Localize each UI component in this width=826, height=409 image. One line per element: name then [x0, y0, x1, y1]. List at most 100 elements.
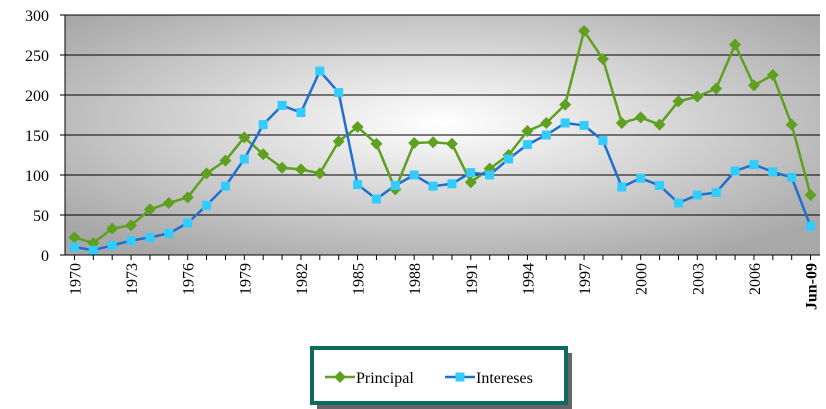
marker — [768, 167, 778, 177]
marker — [353, 180, 363, 190]
marker — [390, 180, 400, 190]
marker — [219, 154, 232, 167]
x-tick-label: 1985 — [351, 263, 368, 295]
x-tick-label: 1979 — [237, 263, 254, 295]
marker — [313, 167, 326, 180]
marker — [447, 179, 457, 189]
marker — [125, 219, 138, 232]
legend — [310, 346, 568, 405]
marker — [200, 167, 213, 180]
marker — [445, 137, 458, 150]
marker — [730, 166, 740, 176]
marker — [785, 118, 798, 131]
marker — [711, 188, 721, 198]
marker — [692, 190, 702, 200]
marker — [672, 95, 685, 108]
marker — [578, 25, 591, 37]
marker — [164, 228, 174, 238]
marker — [238, 131, 251, 144]
marker — [183, 218, 193, 228]
marker — [521, 125, 534, 137]
x-tick-label: 1982 — [294, 263, 311, 295]
marker — [239, 154, 249, 164]
marker — [636, 173, 646, 183]
marker — [409, 170, 419, 180]
marker — [220, 181, 230, 191]
marker — [351, 121, 364, 133]
y-tick-label: 100 — [25, 168, 49, 185]
marker — [466, 168, 476, 178]
x-tick-label: 1988 — [407, 263, 424, 295]
x-tick-label: 2003 — [690, 263, 707, 295]
marker — [806, 221, 816, 231]
marker — [455, 372, 465, 382]
x-tick-label: 2000 — [634, 263, 651, 295]
series-line — [74, 27, 812, 245]
marker — [540, 117, 553, 129]
marker — [428, 181, 438, 191]
marker — [560, 118, 570, 128]
marker — [729, 38, 742, 51]
x-tick-label: Jun-09 — [804, 263, 821, 310]
marker — [522, 140, 532, 150]
marker — [559, 98, 572, 111]
x-tick-label: 1973 — [124, 263, 141, 295]
y-tick-label: 50 — [33, 208, 49, 225]
y-tick-label: 250 — [25, 48, 49, 65]
marker — [485, 170, 495, 180]
marker — [504, 154, 514, 164]
marker — [655, 180, 665, 190]
marker — [162, 197, 175, 209]
x-tick-label: 2006 — [747, 263, 764, 295]
marker — [653, 118, 666, 131]
marker — [68, 231, 81, 244]
y-tick-label: 300 — [25, 8, 49, 25]
marker — [747, 79, 760, 92]
x-tick-label: 1976 — [181, 263, 198, 295]
series-line — [74, 68, 812, 252]
marker — [541, 130, 551, 140]
marker — [334, 88, 344, 98]
x-tick-label: 1991 — [464, 263, 481, 295]
y-tick-label: 0 — [41, 248, 49, 265]
marker — [691, 90, 704, 103]
legend-label: Intereses — [476, 370, 533, 387]
legend-label: Principal — [356, 370, 414, 387]
marker — [710, 82, 723, 95]
y-tick-label: 200 — [25, 88, 49, 105]
marker — [202, 200, 212, 210]
marker — [596, 53, 609, 65]
marker — [673, 198, 683, 208]
marker — [579, 120, 589, 130]
marker — [334, 371, 346, 383]
marker — [598, 136, 608, 146]
x-tick-label: 1970 — [67, 263, 84, 295]
marker — [804, 189, 817, 201]
marker — [88, 245, 98, 255]
marker — [617, 182, 627, 192]
marker — [332, 135, 345, 148]
marker — [257, 148, 270, 161]
marker — [615, 117, 628, 129]
marker — [69, 242, 79, 252]
marker — [258, 120, 268, 130]
marker — [464, 176, 477, 189]
marker — [296, 108, 306, 118]
marker — [126, 236, 136, 246]
marker — [634, 111, 647, 124]
marker — [315, 66, 325, 76]
marker — [294, 163, 307, 176]
marker — [107, 240, 117, 250]
x-tick-label: 1997 — [577, 263, 594, 295]
marker — [143, 203, 156, 216]
y-tick-label: 150 — [25, 128, 49, 145]
marker — [427, 136, 440, 149]
marker — [181, 191, 194, 204]
marker — [371, 194, 381, 204]
marker — [277, 100, 287, 110]
marker — [787, 172, 797, 182]
marker — [106, 222, 119, 235]
marker — [276, 161, 289, 174]
marker — [408, 137, 421, 149]
